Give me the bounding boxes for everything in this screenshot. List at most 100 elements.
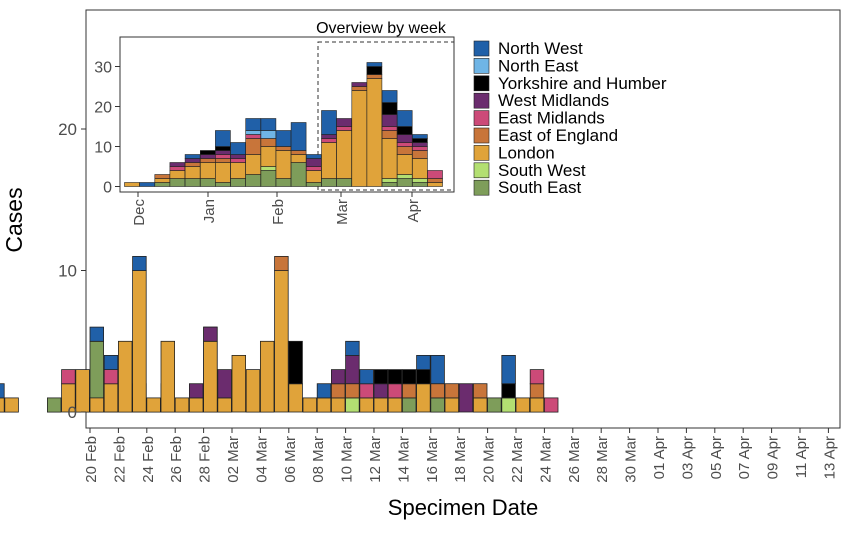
- bar-11-mar-north-west: [104, 355, 118, 369]
- legend-label-london: London: [498, 143, 555, 162]
- inset-bar-week-14-london: [322, 143, 337, 179]
- inset-bar-week-7-west-midlands: [215, 151, 230, 155]
- bar-31-mar-east-midlands: [388, 384, 402, 398]
- inset-bar-week-6-west-midlands: [200, 155, 215, 159]
- bar-01-apr-south-east: [402, 398, 416, 412]
- inset-bar-week-9-east-of-england: [246, 139, 261, 155]
- bar-13-mar-london: [133, 271, 147, 413]
- legend-label-south-east: South East: [498, 178, 581, 197]
- y-tick-label: 0: [68, 403, 77, 422]
- inset-bar-week-2-north-west: [140, 183, 155, 187]
- legend-label-yorkshire-and-humber: Yorkshire and Humber: [498, 74, 667, 93]
- inset-bar-week-8-south-east: [231, 179, 246, 187]
- inset-bar-week-13-east-midlands: [306, 167, 321, 171]
- x-axis-label: Specimen Date: [388, 495, 538, 520]
- legend-label-south-west: South West: [498, 161, 586, 180]
- inset-bar-week-6-london: [200, 163, 215, 179]
- bar-19-mar-london: [218, 398, 232, 412]
- inset-bar-week-3-south-east: [155, 183, 170, 187]
- bar-28-mar-east-of-england: [346, 384, 360, 398]
- inset-bar-week-5-london: [185, 167, 200, 179]
- bar-10-apr-east-midlands: [530, 370, 544, 384]
- inset-bar-week-1-london: [125, 183, 140, 187]
- inset-bar-week-18-north-west: [382, 91, 397, 103]
- x-tick-label: 07 Apr: [736, 436, 753, 479]
- bar-28-mar-south-west: [346, 398, 360, 412]
- inset-bar-week-16-london: [352, 91, 367, 187]
- inset-bar-week-18-east-of-england: [382, 131, 397, 139]
- inset-bar-week-17-yorkshire-and-humber: [367, 67, 382, 75]
- inset-bar-week-11-east-of-england: [276, 147, 291, 151]
- inset-bar-week-19-london: [397, 155, 412, 175]
- bar-05-apr-west-midlands: [459, 384, 473, 412]
- inset-bar-week-17-north-west: [367, 63, 382, 67]
- y-tick-label: 20: [58, 120, 77, 139]
- inset-bar-week-6-east-of-england: [200, 159, 215, 163]
- inset-bar-week-10-east-of-england: [261, 139, 276, 147]
- inset-bar-week-9-london: [246, 155, 261, 175]
- bar-20-feb-north-west: [90, 327, 104, 341]
- bar-14-mar-london: [147, 398, 161, 412]
- inset-bar-week-17-east-of-england: [367, 75, 382, 79]
- inset-bar-week-19-east-of-england: [397, 147, 412, 155]
- bar-10-mar-london: [90, 398, 104, 412]
- bar-24-mar-london: [289, 384, 303, 412]
- bar-15-mar-london: [161, 341, 175, 412]
- inset-bar-week-4-west-midlands: [170, 163, 185, 167]
- legend-label-east-midlands: East Midlands: [498, 109, 605, 128]
- inset-bar-week-15-west-midlands: [337, 119, 352, 127]
- inset-bar-week-15-south-east: [337, 179, 352, 187]
- x-tick-label: 14 Mar: [395, 436, 412, 483]
- x-tick-label: 26 Mar: [566, 436, 583, 483]
- bar-09-apr-london: [516, 398, 530, 412]
- bar-23-mar-london: [275, 271, 289, 413]
- bar-08-apr-south-west: [502, 398, 516, 412]
- inset-bar-week-9-north-east: [246, 131, 261, 135]
- bar-12-mar-london: [118, 341, 132, 412]
- legend-swatch-london: [474, 145, 489, 160]
- inset-bar-week-15-east-midlands: [337, 127, 352, 131]
- x-tick-label: 13 Apr: [821, 436, 838, 479]
- x-tick-label: 12 Mar: [367, 436, 384, 483]
- inset-x-tick-label: Mar: [334, 199, 351, 225]
- inset-bar-week-18-east-midlands: [382, 127, 397, 131]
- inset-bar-week-8-north-west: [231, 143, 246, 155]
- inset-x-tick-label: Jan: [201, 199, 218, 223]
- bar-03-mar-north-west: [0, 384, 4, 398]
- inset-bar-week-13-south-east: [306, 183, 321, 187]
- inset-bar-week-14-north-west: [322, 111, 337, 135]
- bar-10-apr-east-of-england: [530, 384, 544, 398]
- inset-bar-week-3-london: [155, 179, 170, 183]
- legend-swatch-north-east: [474, 58, 489, 73]
- bar-28-mar-west-midlands: [346, 355, 360, 383]
- x-tick-label: 04 Mar: [253, 436, 270, 483]
- inset-bar-week-21-east-midlands: [428, 171, 443, 179]
- inset-bar-week-15-london: [337, 131, 352, 179]
- bar-27-mar-west-midlands: [331, 370, 345, 384]
- inset-bar-week-13-london: [306, 171, 321, 183]
- bar-24-mar-yorkshire-and-humber: [289, 341, 303, 384]
- main-bars-layer: [0, 256, 558, 412]
- inset-bar-week-8-london: [231, 163, 246, 179]
- legend-label-north-east: North East: [498, 56, 579, 75]
- inset-bar-week-20-south-west: [412, 179, 427, 183]
- bar-08-mar-east-midlands: [62, 370, 76, 384]
- x-tick-label: 06 Mar: [282, 436, 299, 483]
- inset-bar-week-20-east-midlands: [412, 147, 427, 151]
- bar-17-mar-london: [189, 398, 203, 412]
- x-tick-label: 08 Mar: [310, 436, 327, 483]
- x-tick-label: 28 Mar: [594, 436, 611, 483]
- inset-bar-week-3-east-of-england: [155, 175, 170, 179]
- bar-28-mar-north-west: [346, 341, 360, 355]
- inset-bar-week-19-yorkshire-and-humber: [397, 127, 412, 135]
- bar-21-mar-london: [246, 370, 260, 413]
- inset-bar-week-21-east-of-england: [428, 179, 443, 183]
- inset-x-tick-label: Feb: [270, 199, 287, 225]
- bar-11-mar-east-midlands: [104, 370, 118, 384]
- inset-bar-week-20-yorkshire-and-humber: [412, 139, 427, 143]
- inset-bar-week-18-south-west: [382, 179, 397, 183]
- bar-31-mar-yorkshire-and-humber: [388, 370, 402, 384]
- x-tick-label: 16 Mar: [424, 436, 441, 483]
- x-tick-label: 24 Feb: [140, 436, 157, 483]
